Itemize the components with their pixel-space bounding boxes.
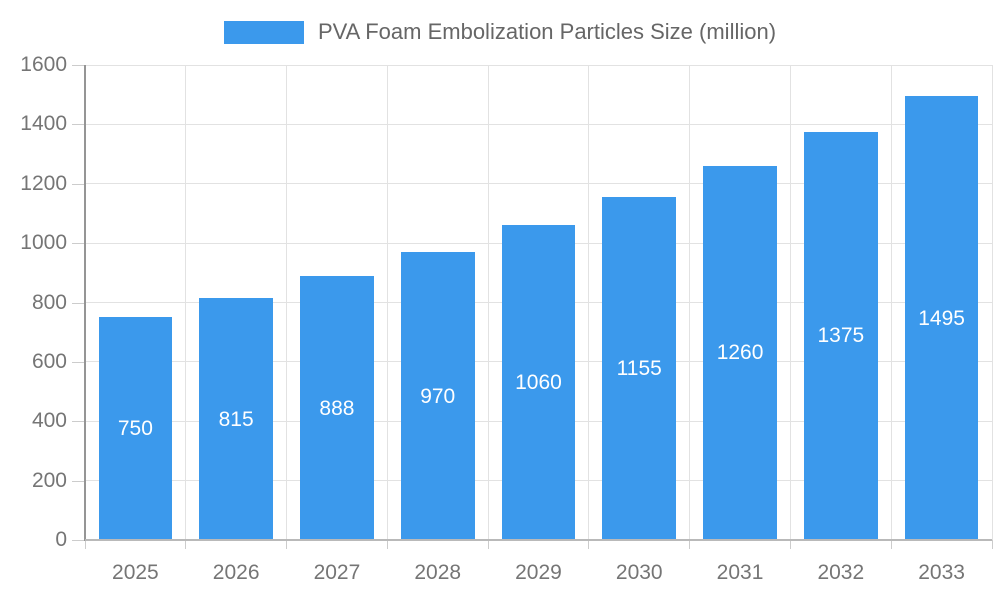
x-axis-line [85, 539, 992, 541]
y-axis-tick [72, 540, 85, 541]
y-axis-label: 1600 [20, 53, 67, 76]
bar: 1260 [703, 165, 777, 540]
bar: 1155 [602, 197, 677, 540]
v-gridline [286, 65, 288, 540]
y-axis-tick [72, 183, 85, 185]
y-axis-label: 800 [31, 290, 67, 314]
h-gridline [85, 183, 992, 185]
y-axis-tick [72, 65, 85, 66]
y-axis-label: 400 [31, 409, 67, 433]
y-axis-tick [72, 302, 85, 304]
y-axis-line [84, 65, 86, 541]
bar-value-label: 1495 [918, 306, 965, 330]
x-axis-label: 2030 [615, 561, 663, 584]
y-axis-tick [72, 480, 85, 482]
bar: 750 [98, 317, 173, 540]
bar-value-label: 815 [218, 407, 254, 431]
y-axis-label: 1000 [20, 231, 67, 255]
plot-area: 750 815 888 970 1060 1155 1260 1375 1495 [85, 64, 993, 540]
x-axis-label: 2027 [313, 561, 361, 584]
x-axis-tick [84, 540, 86, 549]
bar-value-label: 1060 [515, 371, 562, 395]
bar-value-label: 1260 [716, 341, 764, 365]
bar: 1495 [904, 96, 979, 540]
v-gridline [386, 65, 388, 540]
x-axis-tick [185, 540, 187, 549]
x-axis-label: 2033 [918, 561, 965, 584]
v-gridline [789, 65, 791, 540]
y-axis-label: 600 [31, 349, 67, 373]
v-gridline [689, 65, 691, 540]
x-axis-label: 2032 [817, 561, 865, 584]
x-axis-label: 2029 [515, 561, 562, 584]
v-gridline [991, 65, 993, 540]
bar-value-label: 750 [117, 417, 153, 441]
v-gridline [890, 65, 892, 540]
legend-label: PVA Foam Embolization Particles Size (mi… [317, 19, 777, 44]
x-axis-label: 2026 [212, 561, 260, 584]
x-axis-tick [386, 540, 388, 549]
bar: 970 [400, 252, 475, 540]
v-gridline [588, 65, 590, 540]
bar: 1375 [804, 131, 878, 540]
x-axis-tick [689, 540, 691, 549]
y-axis-tick [72, 421, 85, 423]
bar: 888 [300, 276, 374, 540]
y-axis-tick [72, 243, 85, 245]
bar: 1060 [501, 225, 576, 540]
h-gridline [85, 64, 992, 66]
bar-value-label: 970 [420, 384, 456, 408]
h-gridline [85, 123, 992, 125]
v-gridline [185, 65, 187, 540]
y-axis-label: 1200 [20, 171, 67, 195]
x-axis-label: 2028 [414, 561, 462, 584]
y-axis-tick [72, 124, 85, 126]
bar-value-label: 1155 [616, 357, 662, 381]
y-axis-label: 1400 [20, 112, 67, 136]
legend-swatch [223, 20, 304, 44]
x-axis-tick [789, 540, 791, 549]
y-axis-label: 0 [55, 528, 67, 551]
x-axis-tick [286, 540, 288, 549]
bar: 815 [199, 298, 273, 540]
bar-value-label: 1375 [817, 324, 865, 348]
x-axis-label: 2031 [716, 561, 764, 584]
x-axis-label: 2025 [112, 561, 159, 584]
legend-item[interactable]: PVA Foam Embolization Particles Size (mi… [0, 19, 1000, 45]
y-axis-tick [72, 361, 85, 363]
v-gridline [487, 65, 489, 540]
x-axis-tick [890, 540, 892, 549]
x-axis-tick [991, 540, 993, 549]
y-axis-label: 200 [31, 468, 67, 492]
x-axis-tick [487, 540, 489, 549]
x-axis-tick [588, 540, 590, 549]
bar-value-label: 888 [319, 396, 355, 420]
